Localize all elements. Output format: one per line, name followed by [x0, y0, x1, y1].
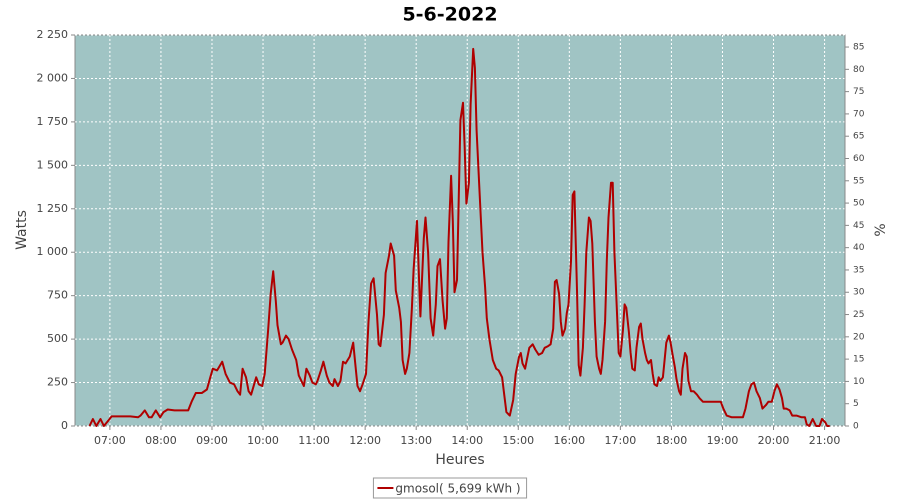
y-tick-label: 250 [47, 376, 68, 389]
legend-label: gmosol( 5,699 kWh ) [395, 482, 520, 496]
y-tick-label: 1 500 [37, 158, 69, 171]
x-tick-label: 09:00 [196, 434, 228, 447]
legend-box [372, 477, 528, 499]
y-axis-title: Watts [14, 210, 30, 250]
x-tick-label: 15:00 [502, 434, 534, 447]
y-tick-label: 2 000 [37, 71, 69, 84]
x-tick-label: 20:00 [758, 434, 790, 447]
x-tick-label: 12:00 [349, 434, 381, 447]
y2-tick-label: 30 [853, 288, 865, 298]
y2-tick-label: 80 [853, 65, 865, 75]
y2-axis-title: % [873, 223, 889, 236]
y2-tick-label: 25 [853, 310, 864, 320]
line-series [88, 47, 830, 427]
y2-tick-label: 55 [853, 176, 864, 186]
y-tick-label: 0 [61, 419, 68, 432]
y2-tick-label: 70 [853, 109, 865, 119]
y2-tick-label: 65 [853, 132, 864, 142]
y2-tick-label: 60 [853, 154, 865, 164]
y-tick-label: 1 750 [37, 115, 69, 128]
x-tick-label: 07:00 [94, 434, 126, 447]
x-tick-label: 18:00 [656, 434, 688, 447]
y2-tick-label: 40 [853, 243, 865, 253]
x-tick-label: 13:00 [400, 434, 432, 447]
y2-tick-label: 35 [853, 265, 864, 275]
x-tick-label: 11:00 [298, 434, 330, 447]
y2-tick-label: 75 [853, 87, 864, 97]
y-tick-label: 2 250 [37, 28, 69, 41]
x-tick-label: 16:00 [553, 434, 585, 447]
x-tick-label: 21:00 [809, 434, 841, 447]
y2-tick-label: 15 [853, 355, 864, 365]
y2-tick-label: 10 [853, 377, 865, 387]
y2-tick-label: 85 [853, 43, 864, 53]
y2-tick-label: 0 [853, 422, 859, 432]
x-tick-label: 14:00 [451, 434, 483, 447]
y-tick-label: 750 [47, 289, 68, 302]
x-tick-label: 17:00 [605, 434, 637, 447]
x-tick-label: 19:00 [707, 434, 739, 447]
y-tick-label: 1 250 [37, 202, 69, 215]
x-axis-title: Heures [435, 452, 484, 468]
plot-background [74, 34, 846, 427]
x-tick-label: 08:00 [145, 434, 177, 447]
y2-tick-label: 50 [853, 199, 865, 209]
x-tick-label: 10:00 [247, 434, 279, 447]
chart-title: 5-6-2022 [402, 4, 497, 26]
y-tick-label: 500 [47, 332, 68, 345]
y2-tick-label: 20 [853, 332, 865, 342]
y2-tick-label: 45 [853, 221, 864, 231]
y2-tick-label: 5 [853, 399, 859, 409]
legend: gmosol( 5,699 kWh ) [372, 477, 528, 499]
y-tick-label: 1 000 [37, 245, 69, 258]
